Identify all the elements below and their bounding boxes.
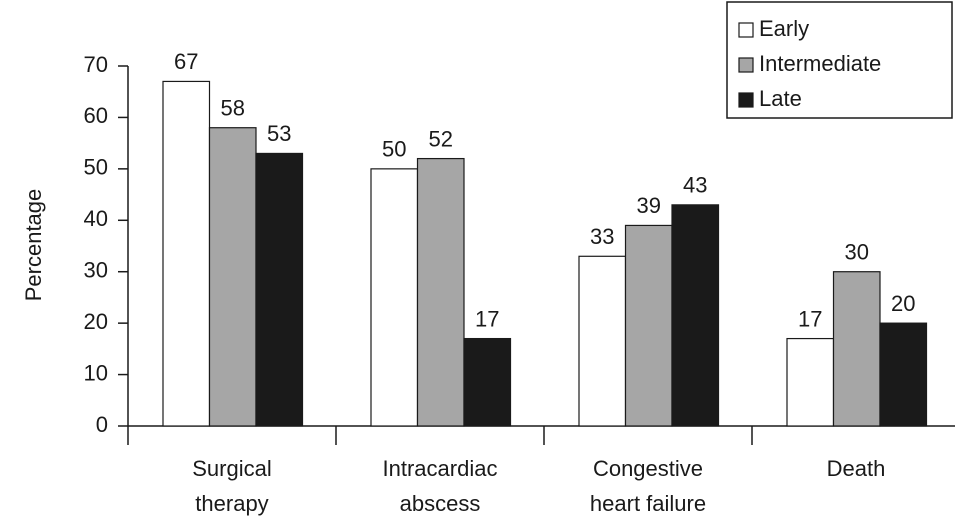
bar (162, 80, 211, 427)
y-tick-label: 40 (84, 206, 108, 231)
data-label: 30 (845, 240, 869, 265)
data-label: 50 (382, 137, 406, 162)
data-label: 17 (798, 306, 822, 331)
x-tick-label: Intracardiac abscess (383, 456, 498, 516)
bar (578, 255, 627, 427)
bar (255, 152, 304, 427)
bar (370, 168, 419, 427)
bar (208, 127, 257, 427)
bar (463, 337, 512, 427)
x-tick-label: Surgical therapy (192, 456, 271, 516)
y-tick-label: 70 (84, 52, 108, 77)
y-tick-label: 0 (96, 412, 108, 437)
bar (879, 322, 928, 427)
legend-swatch (738, 57, 754, 73)
y-tick-label: 20 (84, 309, 108, 334)
x-tick-label: Death (827, 456, 886, 481)
data-label: 39 (637, 193, 661, 218)
y-tick-label: 60 (84, 103, 108, 128)
y-tick-label: 50 (84, 155, 108, 180)
legend-label: Early (759, 16, 809, 41)
data-label: 20 (891, 291, 915, 316)
legend-label: Intermediate (759, 51, 881, 76)
bar (832, 271, 881, 427)
bar (786, 337, 835, 427)
y-axis-label: Percentage (21, 189, 46, 302)
y-tick-label: 10 (84, 360, 108, 385)
legend-label: Late (759, 86, 802, 111)
data-label: 17 (475, 306, 499, 331)
bar (416, 157, 465, 427)
data-label: 33 (590, 224, 614, 249)
y-tick-label: 30 (84, 258, 108, 283)
x-tick-label: Congestive heart failure (590, 456, 706, 516)
legend-swatch (738, 92, 754, 108)
data-label: 52 (429, 126, 453, 151)
data-label: 53 (267, 121, 291, 146)
legend-swatch (738, 22, 754, 38)
legend-box (726, 1, 953, 119)
data-label: 67 (174, 49, 198, 74)
data-label: 58 (221, 96, 245, 121)
bar (671, 204, 720, 427)
bar (624, 224, 673, 427)
data-label: 43 (683, 173, 707, 198)
